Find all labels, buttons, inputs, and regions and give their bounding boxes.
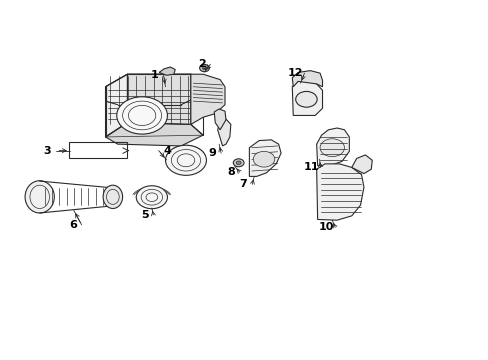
Circle shape [199, 64, 209, 72]
Text: 5: 5 [141, 210, 148, 220]
Text: 9: 9 [208, 148, 216, 158]
Circle shape [253, 151, 274, 167]
Text: 4: 4 [163, 145, 171, 156]
Polygon shape [292, 71, 322, 87]
Polygon shape [316, 128, 348, 166]
Polygon shape [214, 109, 225, 130]
Polygon shape [316, 164, 363, 220]
Text: 10: 10 [318, 222, 333, 232]
Polygon shape [105, 123, 203, 146]
Text: 11: 11 [304, 162, 319, 172]
Text: 6: 6 [69, 220, 77, 230]
Text: 3: 3 [43, 145, 51, 156]
Text: 1: 1 [151, 70, 158, 80]
Ellipse shape [25, 181, 54, 213]
Circle shape [117, 97, 167, 134]
Polygon shape [105, 74, 203, 105]
Ellipse shape [103, 185, 122, 208]
Text: 8: 8 [226, 167, 234, 177]
Circle shape [320, 139, 344, 157]
Polygon shape [190, 74, 224, 125]
Polygon shape [249, 140, 281, 176]
Circle shape [295, 91, 317, 107]
Circle shape [165, 145, 206, 175]
Circle shape [236, 161, 241, 165]
Polygon shape [217, 119, 230, 146]
Circle shape [136, 186, 167, 209]
Circle shape [233, 159, 244, 167]
Polygon shape [159, 67, 175, 75]
Polygon shape [292, 80, 322, 116]
Text: 2: 2 [197, 59, 205, 69]
Polygon shape [351, 155, 371, 174]
Circle shape [202, 67, 206, 69]
Polygon shape [105, 74, 127, 137]
Polygon shape [127, 74, 190, 135]
Text: 7: 7 [239, 179, 247, 189]
Text: 12: 12 [287, 68, 303, 78]
